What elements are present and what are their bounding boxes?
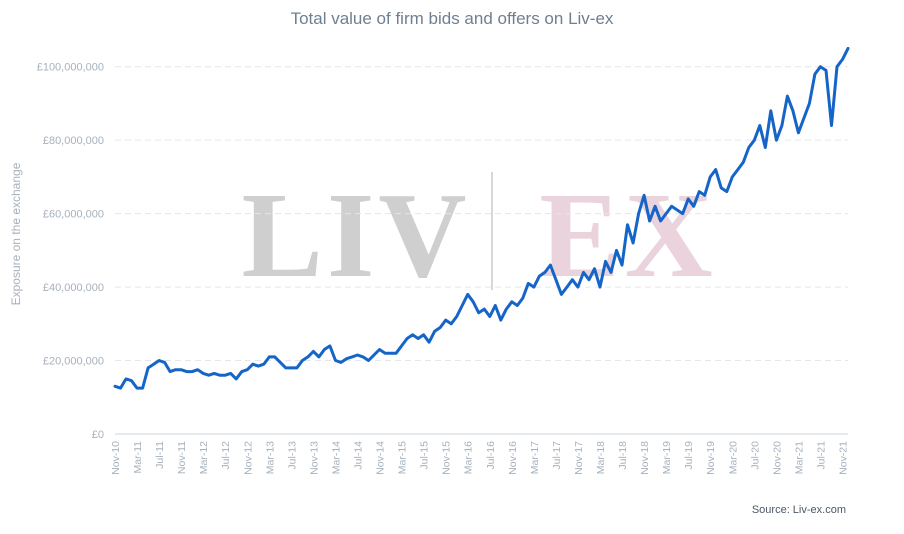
x-tick-label: Nov-13 bbox=[308, 441, 320, 475]
x-tick-label: Nov-12 bbox=[242, 441, 254, 475]
x-tick-label: Nov-14 bbox=[375, 441, 387, 475]
x-tick-label: Mar-21 bbox=[793, 441, 805, 474]
x-tick-label: Nov-20 bbox=[771, 441, 783, 475]
chart-title: Total value of firm bids and offers on L… bbox=[291, 9, 614, 28]
x-tick-label: Jul-19 bbox=[683, 441, 695, 470]
x-tick-label: Jul-17 bbox=[551, 441, 563, 470]
x-tick-label: Jul-20 bbox=[749, 441, 761, 470]
y-axis-ticks: £0 £20,000,000 £40,000,000 £60,000,000 £80,0… bbox=[37, 62, 104, 441]
y-tick-label: £40,000,000 bbox=[43, 282, 104, 294]
x-tick-label: Mar-12 bbox=[198, 441, 210, 474]
y-axis-label: Exposure on the exchange bbox=[9, 162, 23, 305]
line-chart: Total value of firm bids and offers on L… bbox=[0, 0, 904, 534]
x-tick-label: Jul-15 bbox=[419, 441, 431, 470]
x-tick-label: Jul-21 bbox=[815, 441, 827, 470]
x-tick-label: Nov-16 bbox=[507, 441, 519, 475]
x-tick-label: Mar-19 bbox=[661, 441, 673, 474]
x-tick-label: Nov-19 bbox=[705, 441, 717, 475]
watermark-left: LIV bbox=[242, 168, 471, 303]
x-tick-label: Mar-17 bbox=[529, 441, 541, 474]
x-tick-label: Nov-10 bbox=[110, 441, 122, 475]
x-tick-label: Nov-15 bbox=[441, 441, 453, 475]
x-tick-label: Mar-18 bbox=[595, 441, 607, 474]
y-tick-label: £0 bbox=[92, 429, 104, 441]
x-axis-ticks: Nov-10 Mar-11 Jul-11 Nov-11 Mar-12 Jul-12 Nov-… bbox=[110, 441, 849, 475]
watermark: LIV EX bbox=[242, 168, 717, 303]
x-tick-label: Nov-11 bbox=[176, 441, 188, 474]
source-note: Source: Liv-ex.com bbox=[752, 504, 846, 516]
x-tick-label: Jul-18 bbox=[617, 441, 629, 470]
x-tick-label: Jul-16 bbox=[485, 441, 497, 470]
x-tick-label: Mar-20 bbox=[727, 441, 739, 474]
x-tick-label: Jul-13 bbox=[286, 441, 298, 470]
series-line-exposure bbox=[115, 48, 848, 388]
x-tick-label: Mar-14 bbox=[330, 441, 342, 474]
x-tick-label: Nov-17 bbox=[573, 441, 585, 475]
x-tick-label: Nov-21 bbox=[837, 441, 849, 475]
y-tick-label: £100,000,000 bbox=[37, 62, 104, 74]
x-tick-label: Jul-12 bbox=[220, 441, 232, 470]
x-tick-label: Mar-16 bbox=[463, 441, 475, 474]
x-tick-label: Mar-11 bbox=[132, 441, 144, 474]
gridlines bbox=[115, 67, 848, 361]
watermark-right: EX bbox=[539, 168, 716, 303]
x-tick-label: Jul-14 bbox=[352, 441, 364, 470]
y-tick-label: £20,000,000 bbox=[43, 356, 104, 368]
x-tick-label: Mar-15 bbox=[397, 441, 409, 474]
y-tick-label: £80,000,000 bbox=[43, 135, 104, 147]
x-tick-label: Nov-18 bbox=[639, 441, 651, 475]
x-tick-label: Jul-11 bbox=[154, 441, 166, 469]
x-tick-label: Mar-13 bbox=[264, 441, 276, 474]
y-tick-label: £60,000,000 bbox=[43, 209, 104, 221]
